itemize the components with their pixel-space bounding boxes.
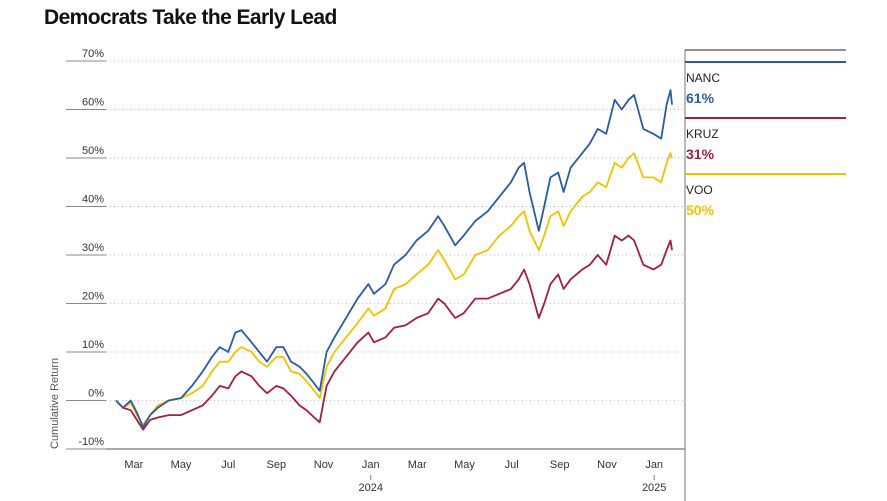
x-tick-label: May xyxy=(171,459,192,471)
y-tick-label: 0% xyxy=(88,388,104,400)
chart-title: Democrats Take the Early Lead xyxy=(44,6,337,29)
y-axis-ticks: -10% 0% 10% 20% 30% 40% 50% 60% 70% xyxy=(66,48,106,450)
series-line-nanc xyxy=(115,89,673,429)
y-tick-label: 40% xyxy=(82,194,104,206)
x-tick-label: Jan xyxy=(362,459,380,471)
series-line-voo xyxy=(115,152,673,426)
x-tick-label: Nov xyxy=(597,459,617,471)
y-tick-label: 30% xyxy=(82,242,104,254)
y-axis-label: Cumulative Return xyxy=(49,358,61,449)
x-tick-label: Jul xyxy=(221,459,235,471)
series-line-kruz xyxy=(115,234,673,431)
year-label: 2024 xyxy=(359,482,383,494)
plot-lines xyxy=(115,89,673,431)
y-tick-label: -10% xyxy=(78,436,104,448)
x-tick-label: May xyxy=(454,459,475,471)
year-label: 2025 xyxy=(642,482,666,494)
legend-value-voo: 50% xyxy=(686,202,715,218)
legend-value-nanc: 61% xyxy=(686,90,715,106)
x-tick-label: Jul xyxy=(505,459,519,471)
x-tick-label: Sep xyxy=(267,459,287,471)
legend-label-nanc: NANC xyxy=(686,71,720,85)
x-tick-label: Sep xyxy=(550,459,570,471)
y-tick-label: 50% xyxy=(82,145,104,157)
y-tick-label: 10% xyxy=(82,339,104,351)
x-tick-label: Mar xyxy=(408,459,427,471)
x-axis: Mar May Jul Sep Nov Jan Mar May Jul Sep Nov Jan 2024… xyxy=(106,50,686,501)
legend: NANC 61% KRUZ 31% VOO 50% xyxy=(685,49,846,218)
x-tick-label: Nov xyxy=(314,459,334,471)
y-tick-label: 20% xyxy=(82,291,104,303)
y-tick-label: 60% xyxy=(82,97,104,109)
legend-value-kruz: 31% xyxy=(686,146,715,162)
legend-label-voo: VOO xyxy=(686,183,713,197)
x-tick-label: Mar xyxy=(124,459,143,471)
y-tick-label: 70% xyxy=(82,48,104,60)
legend-label-kruz: KRUZ xyxy=(686,127,719,141)
x-tick-label: Jan xyxy=(645,459,663,471)
